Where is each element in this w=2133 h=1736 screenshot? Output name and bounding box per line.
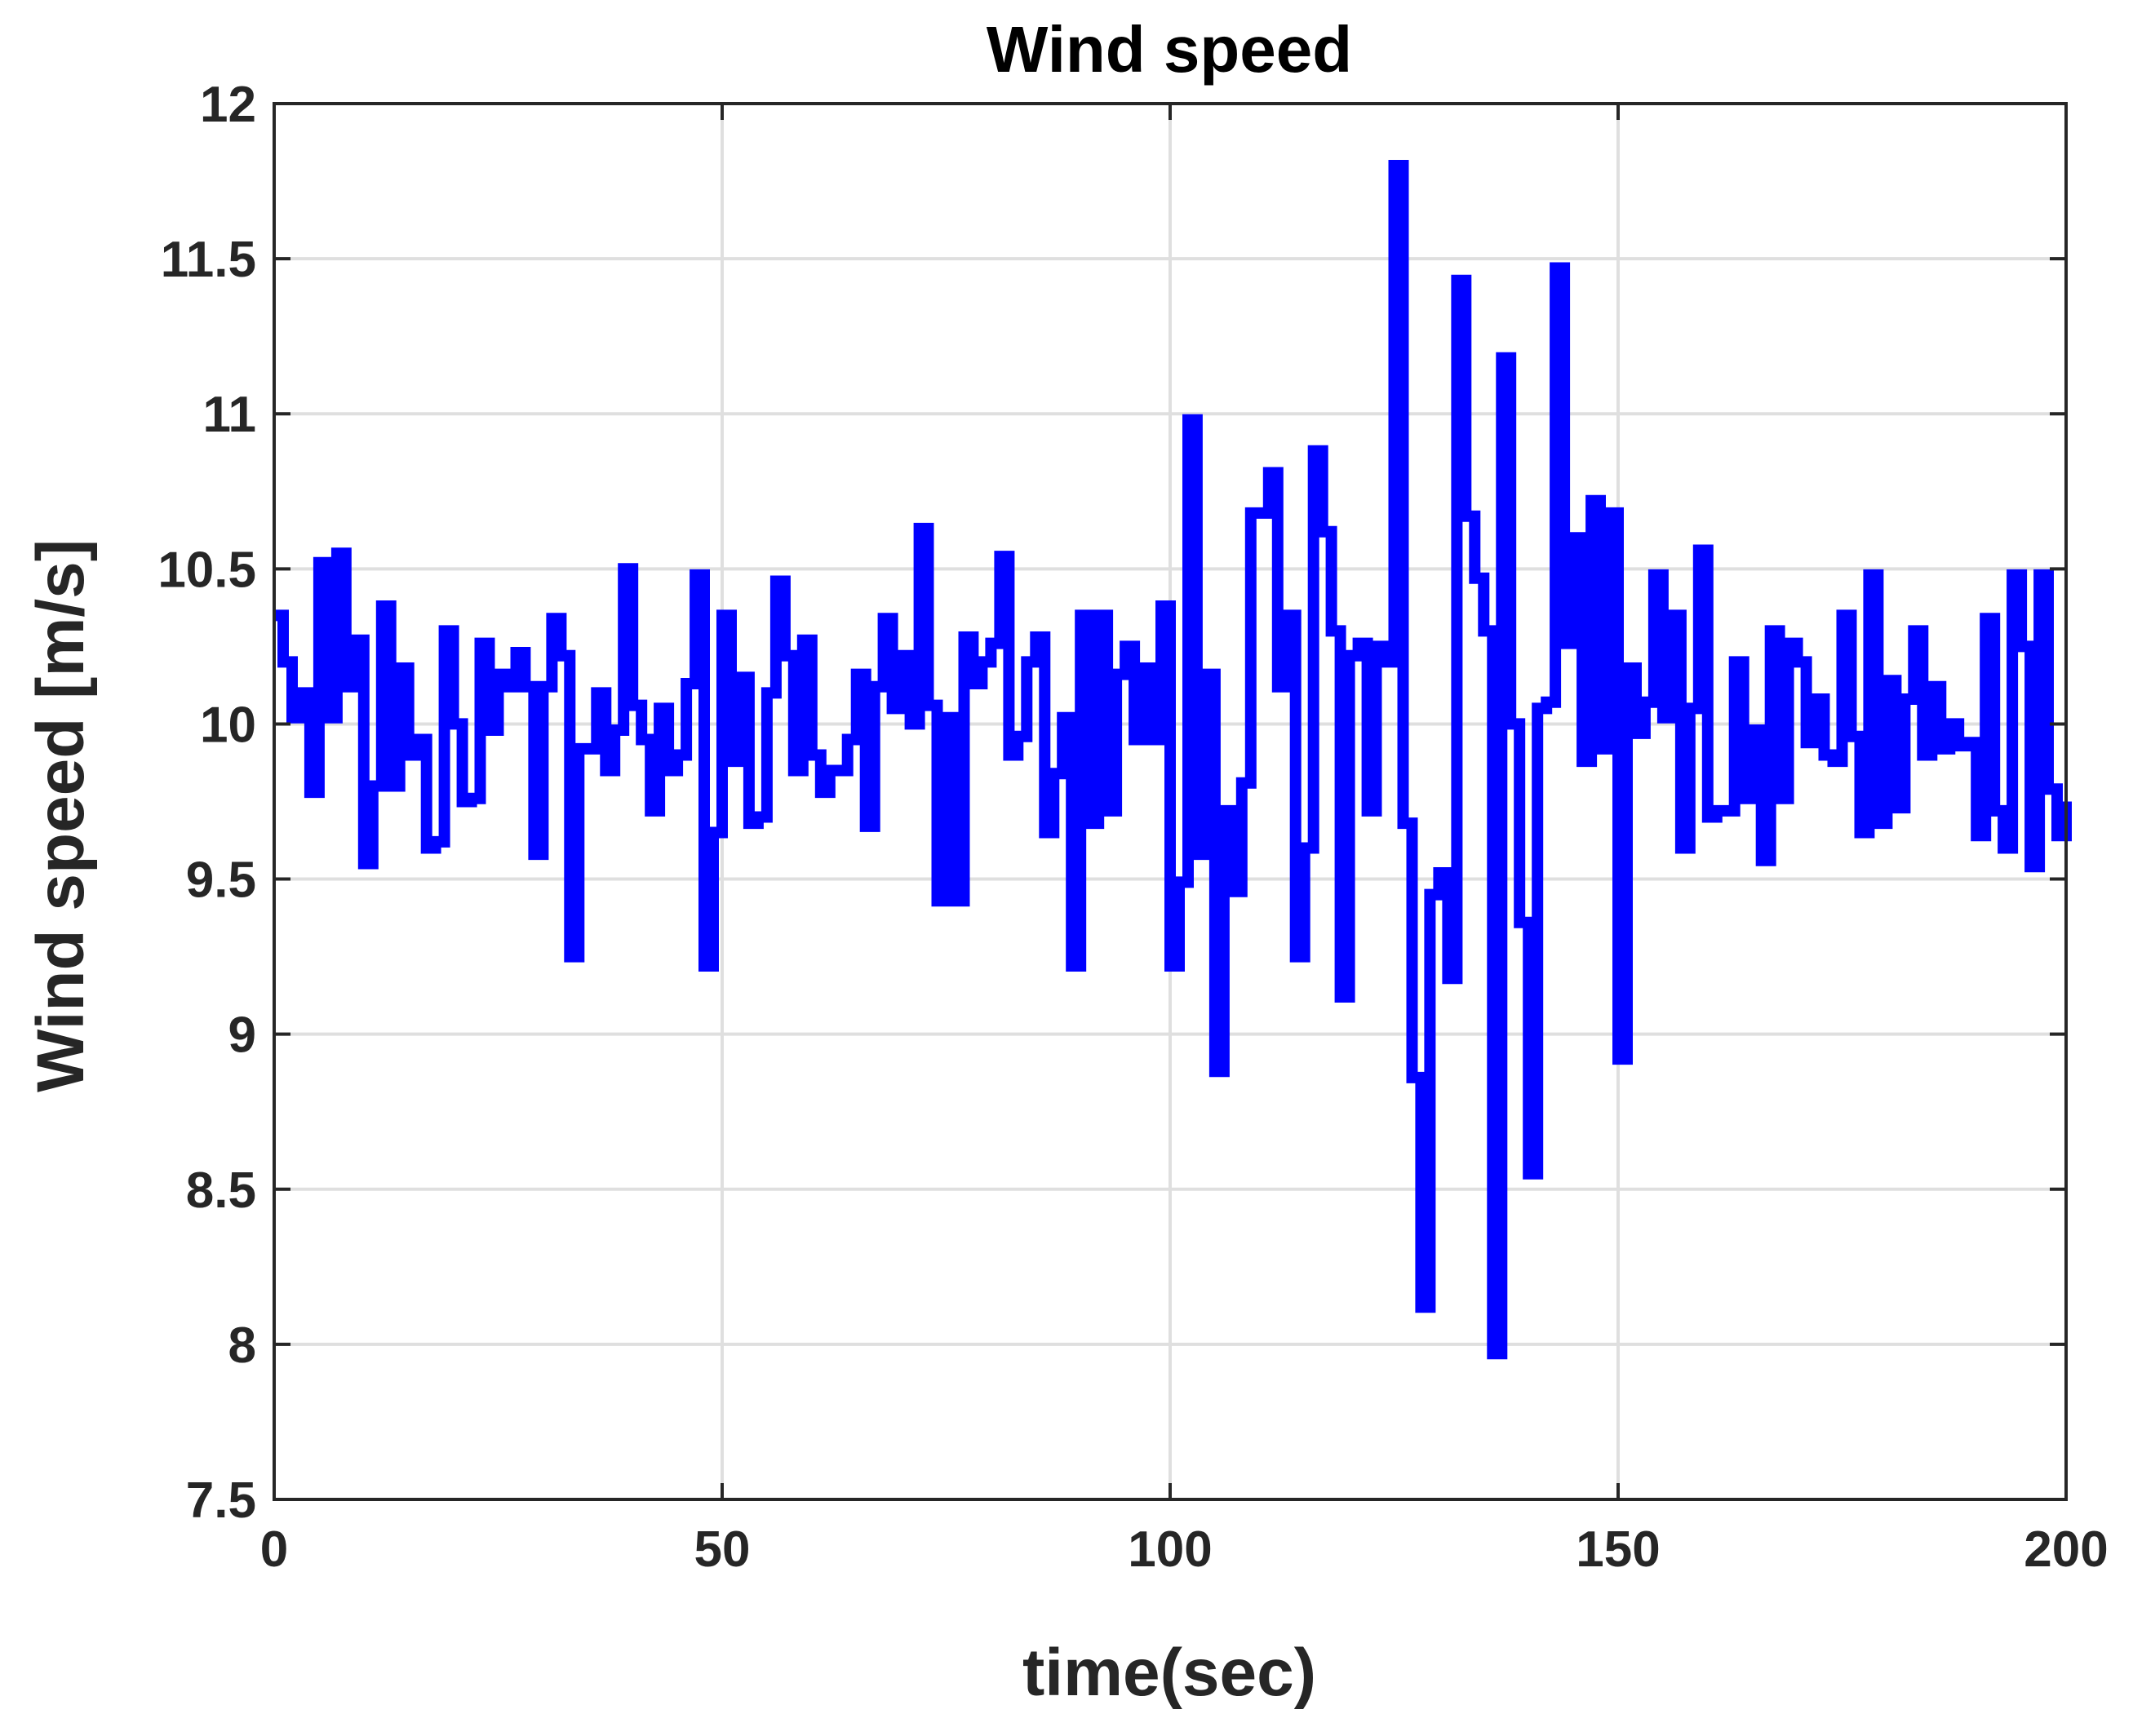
chart-title: Wind speed [987, 13, 1352, 86]
axes-frame [273, 102, 2068, 1501]
x-tick-label: 100 [1128, 1521, 1212, 1578]
plot-area [274, 160, 2072, 1360]
y-tick-label: 10 [200, 697, 256, 753]
y-tick-label: 10.5 [157, 542, 256, 598]
y-axis-label: Wind speed [m/s] [24, 539, 98, 1092]
y-tick-label: 8 [228, 1318, 256, 1374]
y-tick-label: 9.5 [186, 852, 256, 909]
y-tick-label: 8.5 [186, 1162, 256, 1219]
x-tick-label: 0 [260, 1521, 288, 1578]
y-tick-label: 11 [202, 387, 256, 443]
x-axis-label: time(sec) [1022, 1636, 1316, 1710]
x-tick-label: 50 [694, 1521, 751, 1578]
y-tick-label: 9 [228, 1008, 256, 1064]
x-tick-label: 150 [1576, 1521, 1660, 1578]
x-tick-label: 200 [2024, 1521, 2108, 1578]
y-tick-labels: 7.5 8 8.5 9 9.5 10 10.5 11 11.5 12 [157, 77, 256, 1529]
y-tick-label: 7.5 [186, 1472, 256, 1529]
series-line [274, 160, 2072, 1360]
y-tick-label: 11.5 [161, 232, 256, 288]
x-tick-labels: 0 50 100 150 200 [260, 1521, 2109, 1578]
y-tick-label: 12 [200, 77, 256, 133]
